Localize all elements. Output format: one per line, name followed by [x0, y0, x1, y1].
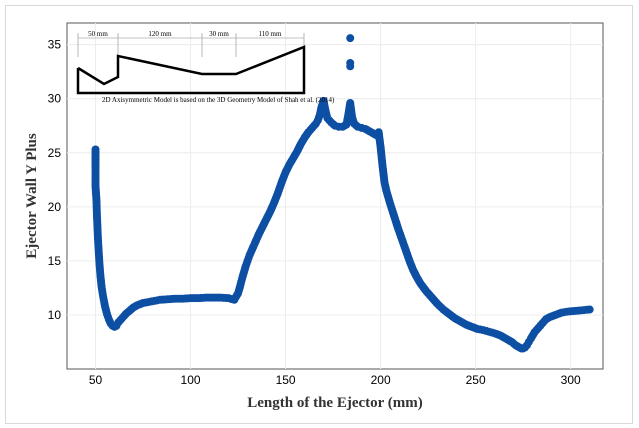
data-point [346, 62, 355, 71]
y-axis-ticks: 10 15 20 25 30 35 [48, 38, 62, 322]
inset-label-30mm: 30 mm [209, 30, 229, 38]
data-point [346, 34, 355, 43]
y-tick-label: 25 [48, 146, 62, 160]
x-tick-label: 150 [276, 373, 296, 387]
x-tick-label: 300 [561, 373, 581, 387]
y-tick-label: 15 [48, 254, 62, 268]
grid-lines [67, 23, 603, 369]
x-tick-label: 200 [371, 373, 391, 387]
y-tick-label: 30 [48, 92, 62, 106]
data-point [585, 305, 594, 314]
inset-dimension-lines [77, 33, 305, 57]
inset-caption: 2D Axisymmetric Model is based on the 3D… [102, 96, 335, 104]
data-points [91, 34, 594, 353]
inset-label-50mm: 50 mm [88, 30, 108, 38]
x-tick-label: 250 [466, 373, 486, 387]
inset-geometry-diagram: 50 mm 120 mm 30 mm 110 mm 2D Axisymmetri… [76, 30, 335, 104]
x-axis-title: Length of the Ejector (mm) [247, 395, 423, 411]
plot-area [66, 22, 604, 370]
x-axis-ticks: 50 100 150 200 250 300 [89, 373, 581, 387]
y-tick-label: 20 [48, 200, 62, 214]
inset-ejector-outline [76, 45, 306, 95]
inset-label-110mm: 110 mm [259, 30, 282, 38]
y-axis-title: Ejector Wall Y Plus [24, 133, 40, 259]
inset-label-120mm: 120 mm [148, 30, 172, 38]
y-tick-label: 35 [48, 38, 62, 52]
x-tick-label: 50 [89, 373, 103, 387]
x-tick-label: 100 [181, 373, 201, 387]
y-tick-label: 10 [48, 308, 62, 322]
